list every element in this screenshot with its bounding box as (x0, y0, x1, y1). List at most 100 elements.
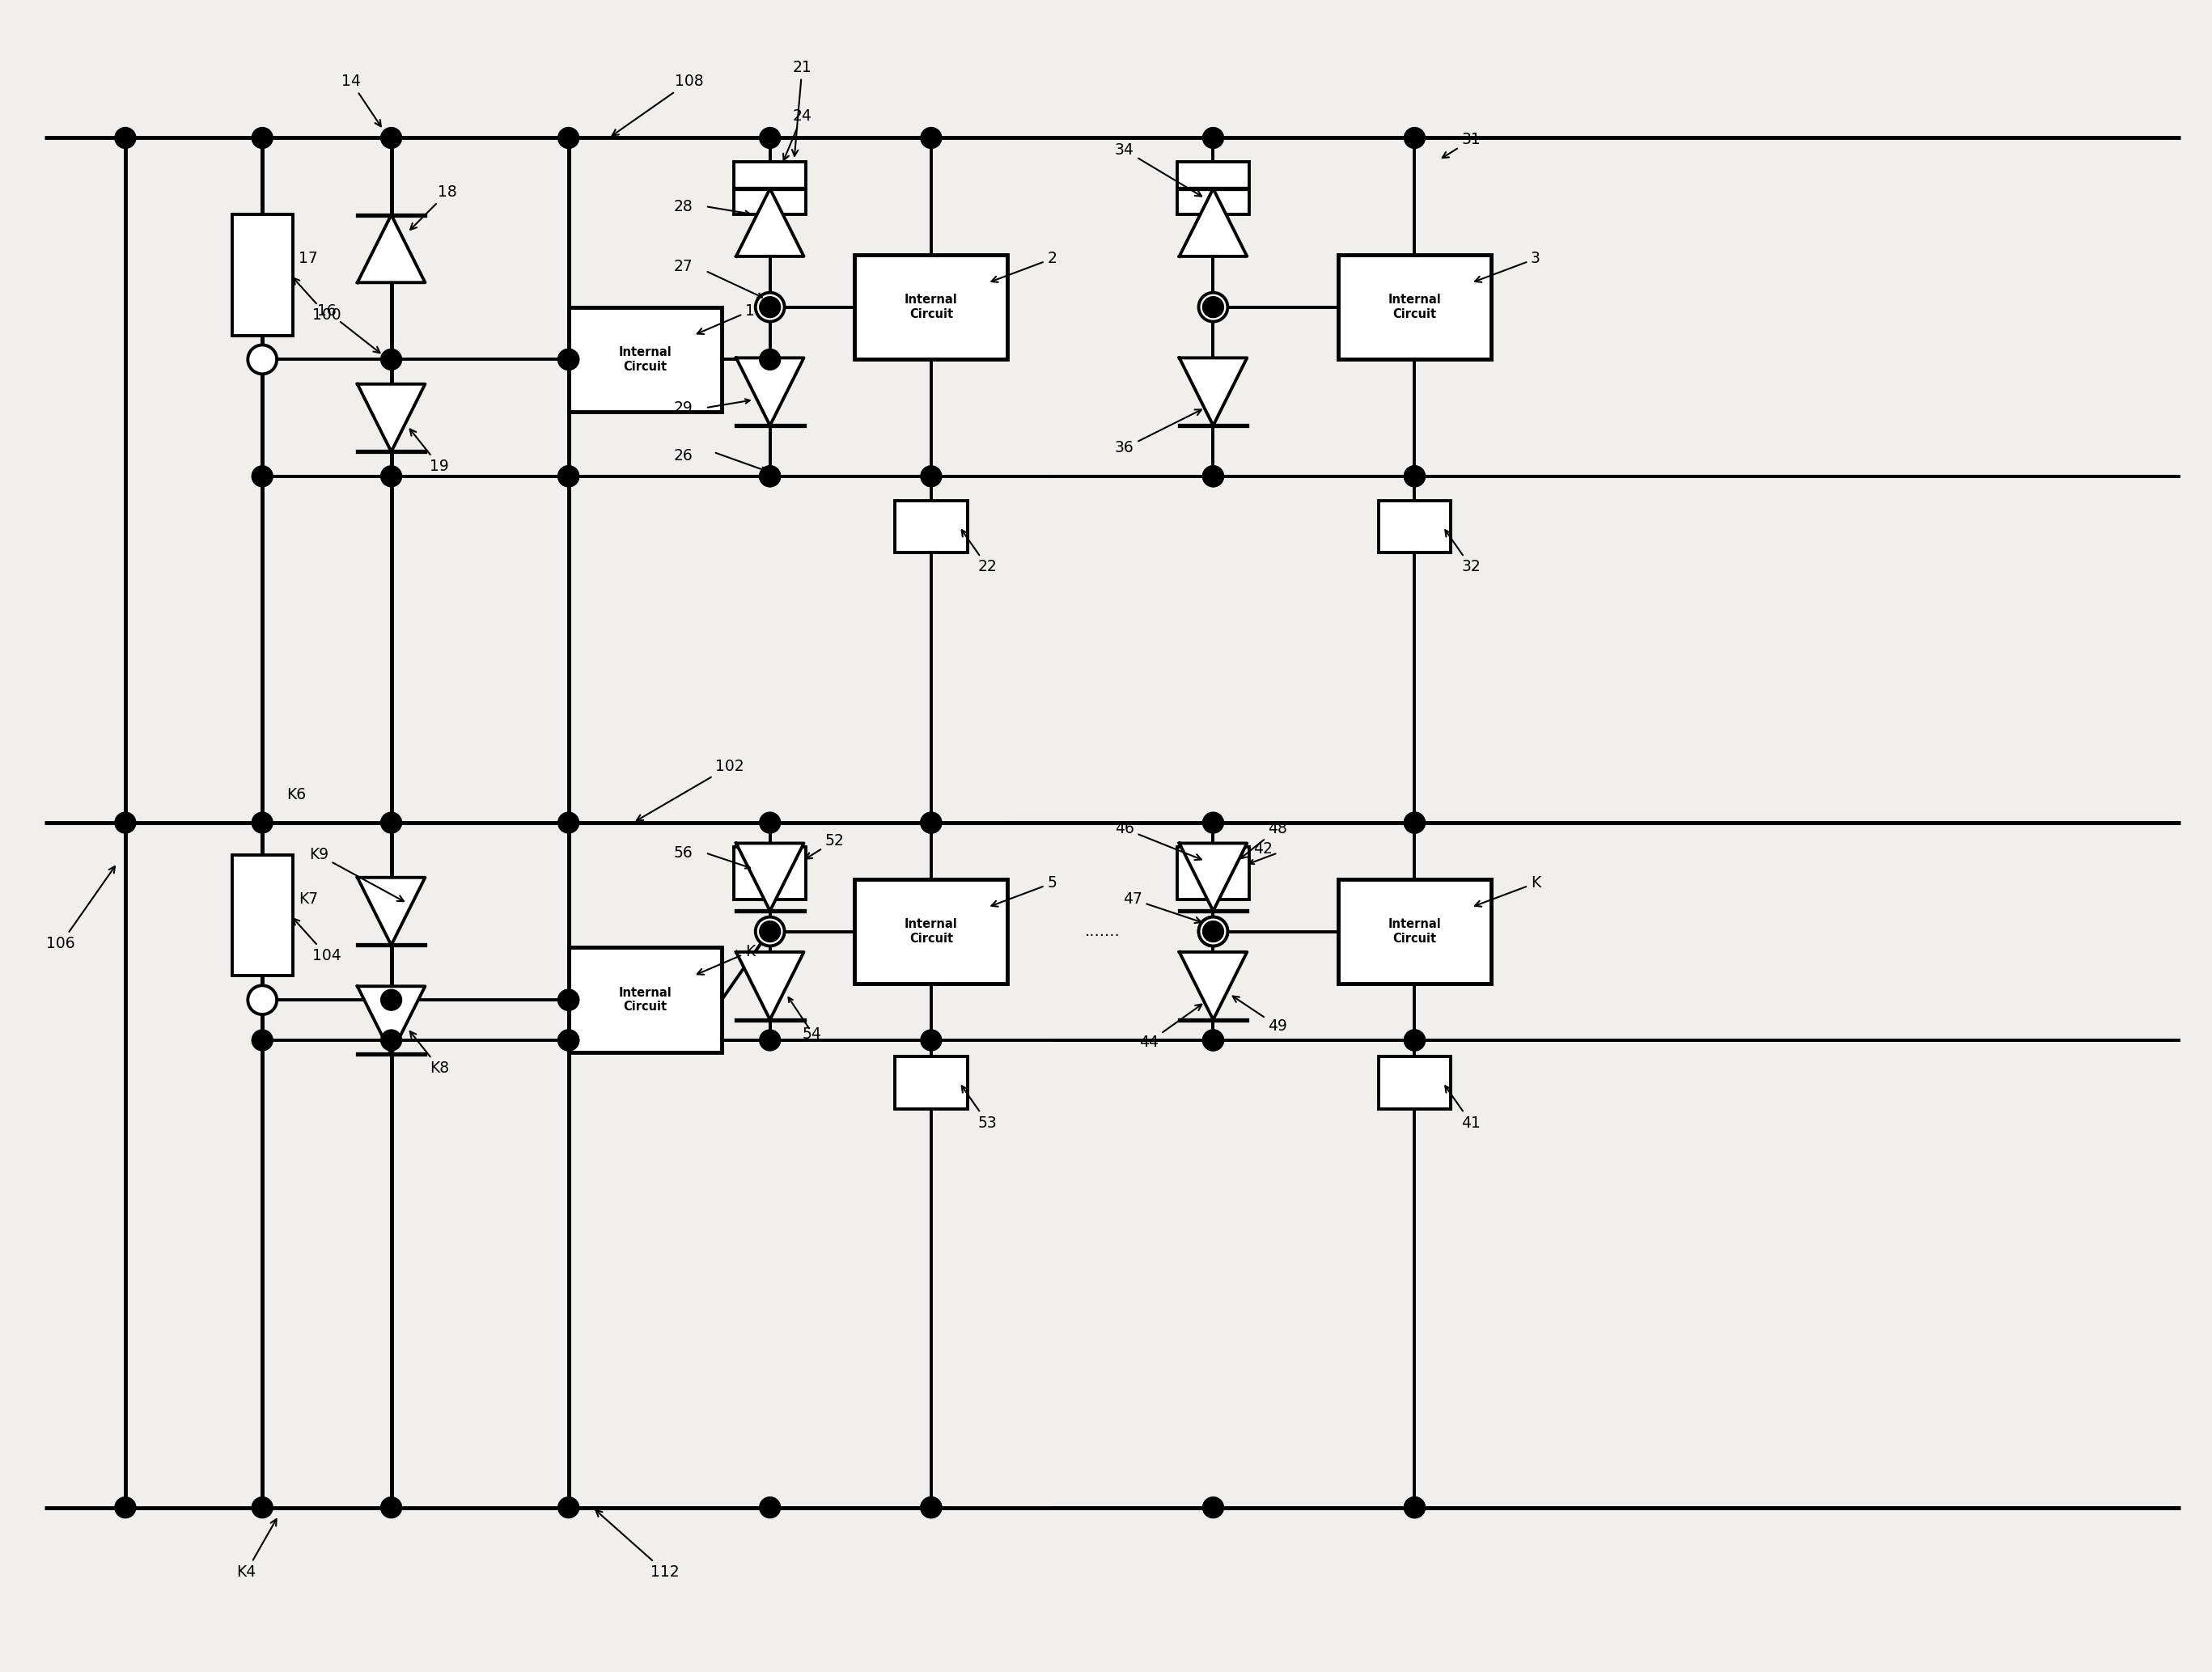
Text: K6: K6 (288, 788, 305, 803)
Text: 16: 16 (316, 303, 380, 353)
Circle shape (557, 466, 580, 487)
Circle shape (252, 813, 272, 833)
Circle shape (557, 990, 580, 1010)
Bar (568, 948, 721, 1052)
Circle shape (920, 1030, 942, 1050)
Bar (1177, 848, 1250, 900)
Bar (854, 879, 1009, 983)
Text: 102: 102 (637, 759, 743, 821)
Circle shape (920, 127, 942, 149)
Circle shape (759, 813, 781, 833)
Circle shape (380, 990, 403, 1010)
Text: 27: 27 (672, 259, 692, 274)
Text: 3: 3 (1475, 251, 1540, 283)
Text: 26: 26 (672, 448, 692, 463)
Circle shape (1405, 466, 1425, 487)
Polygon shape (737, 951, 803, 1020)
Text: K4: K4 (237, 1520, 276, 1580)
Text: 21: 21 (792, 60, 812, 155)
Circle shape (920, 813, 942, 833)
Circle shape (1199, 293, 1228, 321)
Circle shape (757, 916, 785, 946)
Text: K9: K9 (310, 848, 405, 901)
Circle shape (115, 813, 135, 833)
Text: 106: 106 (46, 866, 115, 951)
Text: Internal
Circuit: Internal Circuit (905, 918, 958, 945)
Circle shape (1405, 466, 1425, 487)
Bar (568, 308, 721, 411)
Circle shape (248, 344, 276, 375)
Text: 44: 44 (1139, 1005, 1201, 1050)
Text: 48: 48 (1241, 821, 1287, 858)
Text: 100: 100 (294, 278, 341, 323)
Circle shape (252, 127, 272, 149)
Circle shape (1405, 1496, 1425, 1518)
Text: Internal
Circuit: Internal Circuit (619, 986, 672, 1013)
Text: 5: 5 (991, 876, 1057, 906)
Bar (896, 500, 967, 553)
Text: Internal
Circuit: Internal Circuit (619, 346, 672, 373)
Circle shape (1203, 813, 1223, 833)
Circle shape (380, 349, 403, 370)
Circle shape (557, 813, 580, 833)
Text: 29: 29 (672, 400, 692, 415)
Circle shape (759, 296, 781, 318)
Circle shape (557, 1496, 580, 1518)
Text: 41: 41 (1444, 1085, 1480, 1130)
Text: 53: 53 (962, 1085, 998, 1130)
Bar (232, 854, 292, 976)
Text: 42: 42 (1254, 841, 1272, 856)
Circle shape (557, 466, 580, 487)
Circle shape (759, 1030, 781, 1050)
Text: 1: 1 (697, 303, 754, 334)
Bar (896, 1057, 967, 1109)
Text: 36: 36 (1115, 410, 1201, 456)
Circle shape (759, 466, 781, 487)
Circle shape (1405, 813, 1425, 833)
Circle shape (1203, 296, 1223, 318)
Bar (734, 848, 805, 900)
Circle shape (380, 813, 403, 833)
Polygon shape (358, 385, 425, 451)
Text: 18: 18 (409, 184, 458, 229)
Text: 56: 56 (672, 846, 692, 861)
Circle shape (759, 349, 781, 370)
Text: .......: ....... (1084, 925, 1119, 940)
Circle shape (1405, 1030, 1425, 1050)
Polygon shape (1179, 189, 1248, 256)
Circle shape (920, 1496, 942, 1518)
Circle shape (115, 1496, 135, 1518)
Circle shape (557, 1030, 580, 1050)
Circle shape (759, 921, 781, 941)
Circle shape (759, 1496, 781, 1518)
Text: 24: 24 (783, 109, 812, 161)
Text: K7: K7 (299, 891, 319, 906)
Circle shape (1203, 1496, 1223, 1518)
Polygon shape (358, 214, 425, 283)
Polygon shape (1179, 843, 1248, 911)
Circle shape (252, 1030, 272, 1050)
Text: 28: 28 (672, 199, 692, 214)
Circle shape (757, 293, 785, 321)
Polygon shape (358, 986, 425, 1053)
Bar (1378, 500, 1451, 553)
Text: 52: 52 (805, 833, 845, 859)
Text: 49: 49 (1232, 997, 1287, 1033)
Circle shape (557, 349, 580, 370)
Circle shape (1203, 921, 1223, 941)
Circle shape (380, 466, 403, 487)
Text: Internal
Circuit: Internal Circuit (1387, 294, 1442, 321)
Circle shape (557, 990, 580, 1010)
Circle shape (920, 466, 942, 487)
Text: Internal
Circuit: Internal Circuit (905, 294, 958, 321)
Circle shape (1405, 1030, 1425, 1050)
Text: K: K (1475, 876, 1540, 906)
Text: 14: 14 (341, 74, 380, 127)
Circle shape (557, 349, 580, 370)
Circle shape (1405, 813, 1425, 833)
Text: 47: 47 (1124, 891, 1201, 923)
Text: 112: 112 (595, 1510, 679, 1580)
Bar (1338, 254, 1491, 359)
Bar (1378, 1057, 1451, 1109)
Circle shape (1203, 466, 1223, 487)
